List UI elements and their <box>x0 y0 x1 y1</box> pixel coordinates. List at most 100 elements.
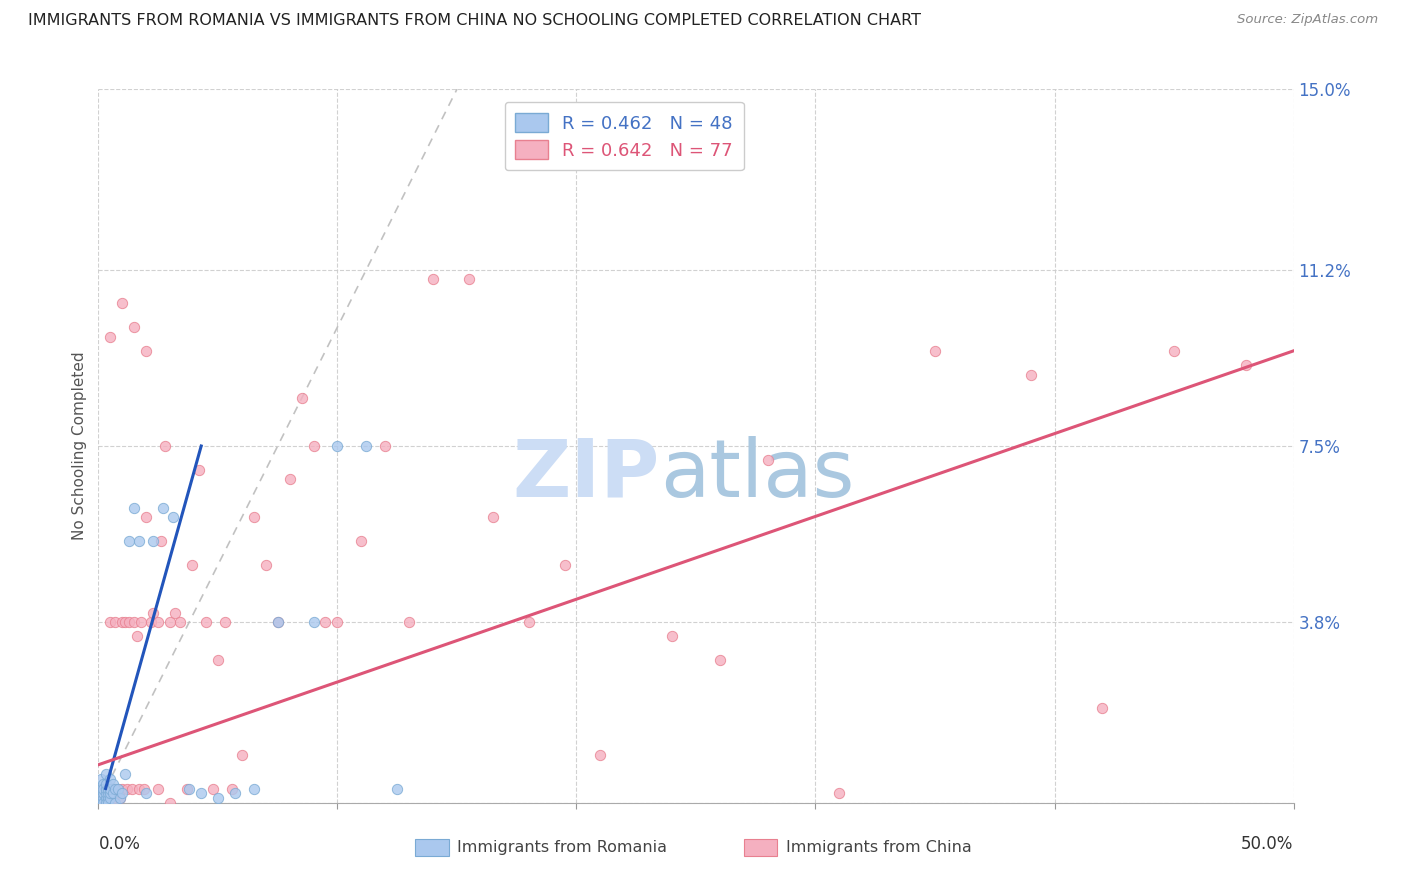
Point <box>756 453 779 467</box>
Point <box>118 534 141 549</box>
Point <box>91 791 114 805</box>
Point <box>828 786 851 800</box>
Point <box>98 772 122 786</box>
Point <box>214 615 236 629</box>
Point <box>107 781 129 796</box>
Point <box>1019 368 1042 382</box>
Point <box>149 534 172 549</box>
Point <box>94 791 117 805</box>
Point <box>125 629 148 643</box>
Point <box>97 786 120 800</box>
Point <box>91 786 114 800</box>
Point <box>131 615 153 629</box>
Text: ZIP: ZIP <box>513 435 661 514</box>
Point <box>1234 358 1257 372</box>
Point <box>267 615 290 629</box>
Point <box>302 439 325 453</box>
Point <box>481 510 505 524</box>
Point <box>243 510 266 524</box>
Point <box>91 781 114 796</box>
Point <box>179 781 201 796</box>
Point <box>139 615 162 629</box>
Point <box>202 781 225 796</box>
Point <box>98 786 122 800</box>
Point <box>155 439 177 453</box>
Point <box>128 534 150 549</box>
Point <box>114 767 136 781</box>
Point <box>589 748 612 763</box>
Text: 50.0%: 50.0% <box>1241 835 1294 853</box>
Point <box>709 653 731 667</box>
Point <box>148 781 170 796</box>
Point <box>128 781 150 796</box>
Text: 0.0%: 0.0% <box>98 835 141 853</box>
Point <box>385 781 409 796</box>
Point <box>135 510 157 524</box>
Point <box>115 781 138 796</box>
Point <box>350 534 373 549</box>
Point <box>554 558 576 572</box>
Point <box>1091 700 1114 714</box>
Point <box>326 439 349 453</box>
Point <box>124 615 146 629</box>
Point <box>97 791 120 805</box>
Point <box>90 781 112 796</box>
Point <box>458 272 481 286</box>
Point <box>169 615 191 629</box>
Point <box>104 796 127 810</box>
Point <box>159 796 181 810</box>
Point <box>374 439 396 453</box>
Point <box>101 791 124 805</box>
Point <box>91 777 114 791</box>
Point <box>124 500 146 515</box>
Point <box>190 786 212 800</box>
Point <box>124 320 146 334</box>
Point <box>152 500 174 515</box>
Point <box>97 791 120 805</box>
Point <box>94 781 117 796</box>
Point <box>98 329 122 343</box>
Text: Immigrants from China: Immigrants from China <box>786 840 972 855</box>
Point <box>98 615 122 629</box>
Point <box>90 786 112 800</box>
Point <box>924 343 946 358</box>
Point <box>180 558 202 572</box>
Point <box>111 781 134 796</box>
Point <box>97 781 120 796</box>
Point <box>91 781 114 796</box>
Point <box>315 615 337 629</box>
Point <box>94 777 117 791</box>
Point <box>104 615 127 629</box>
Point <box>290 392 312 406</box>
Point <box>142 606 165 620</box>
Point <box>187 463 209 477</box>
Text: Source: ZipAtlas.com: Source: ZipAtlas.com <box>1237 13 1378 27</box>
Point <box>118 615 141 629</box>
Point <box>90 791 112 805</box>
Text: IMMIGRANTS FROM ROMANIA VS IMMIGRANTS FROM CHINA NO SCHOOLING COMPLETED CORRELAT: IMMIGRANTS FROM ROMANIA VS IMMIGRANTS FR… <box>28 13 921 29</box>
FancyBboxPatch shape <box>744 839 778 856</box>
Point <box>94 777 117 791</box>
Point <box>163 606 186 620</box>
Point <box>121 781 143 796</box>
Point <box>101 786 124 800</box>
Point <box>159 615 181 629</box>
Point <box>224 786 246 800</box>
Point <box>111 786 134 800</box>
Point <box>661 629 683 643</box>
Point <box>114 615 136 629</box>
Point <box>90 772 112 786</box>
Point <box>517 615 540 629</box>
Point <box>98 786 122 800</box>
Point <box>132 781 155 796</box>
Point <box>107 781 129 796</box>
Point <box>90 791 112 805</box>
Point <box>111 615 134 629</box>
Point <box>101 777 124 791</box>
Point <box>422 272 444 286</box>
Point <box>231 748 253 763</box>
Point <box>94 767 117 781</box>
Point <box>176 781 198 796</box>
Point <box>135 343 157 358</box>
Point <box>243 781 266 796</box>
